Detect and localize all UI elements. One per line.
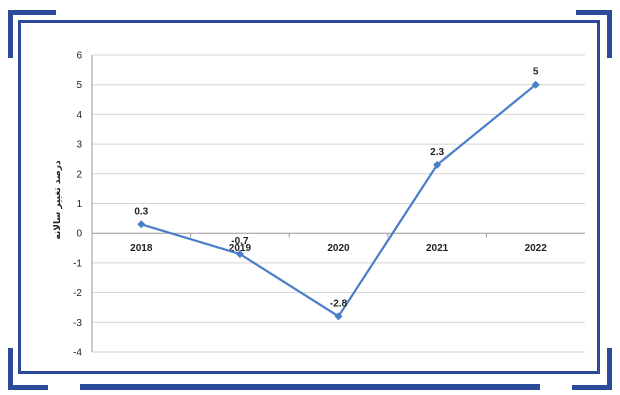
data-label: 2.3 [430, 147, 444, 158]
corner-top-left-v [8, 10, 13, 58]
corner-top-right-h [576, 10, 612, 15]
series-line-path [140, 83, 537, 318]
y-tick-label: 2 [76, 169, 82, 180]
chart-frame [18, 20, 600, 374]
data-point [334, 312, 343, 321]
data-point [531, 80, 540, 89]
y-tick-label: 6 [76, 51, 82, 62]
x-category-label: 2022 [525, 243, 548, 254]
data-label: -0.7 [231, 236, 249, 247]
x-category-labels: 2018 2019 2020 2021 2022 [91, 233, 548, 254]
corner-bottom-right-h [572, 385, 612, 390]
data-labels: 0.3 -0.7 -2.8 2.3 5 [134, 67, 539, 310]
y-tick-label: 5 [76, 80, 82, 91]
corner-bottom-left-v [8, 348, 13, 390]
data-point [433, 160, 442, 169]
y-tick-labels: 6 5 4 3 2 1 0 -1 -2 -3 -4 [73, 51, 82, 359]
corner-top-left-h [8, 10, 56, 15]
data-label: 5 [533, 67, 539, 78]
y-axis-label: درصد تغییر سالانه [53, 160, 63, 240]
data-point [235, 249, 244, 258]
y-tick-label: -2 [73, 288, 82, 299]
corner-top-right-v [607, 10, 612, 58]
y-tick-label: 4 [76, 110, 82, 121]
x-category-label: 2019 [229, 243, 252, 254]
data-point [137, 220, 146, 229]
bottom-bar [80, 384, 540, 390]
data-points [137, 80, 540, 321]
y-tick-label: 3 [76, 140, 82, 151]
x-category-label: 2020 [327, 243, 350, 254]
x-category-label: 2021 [426, 243, 449, 254]
y-tick-label: 0 [76, 229, 82, 240]
data-label: -2.8 [330, 298, 348, 309]
y-tick-label: 1 [76, 199, 82, 210]
data-label: 0.3 [134, 206, 148, 217]
series-line [140, 83, 537, 318]
corner-bottom-left-h [8, 385, 48, 390]
corner-bottom-right-v [607, 348, 612, 390]
y-tick-label: -4 [73, 348, 82, 359]
y-tick-label: -1 [73, 258, 82, 269]
y-tick-label: -3 [73, 318, 82, 329]
x-category-label: 2018 [130, 243, 153, 254]
